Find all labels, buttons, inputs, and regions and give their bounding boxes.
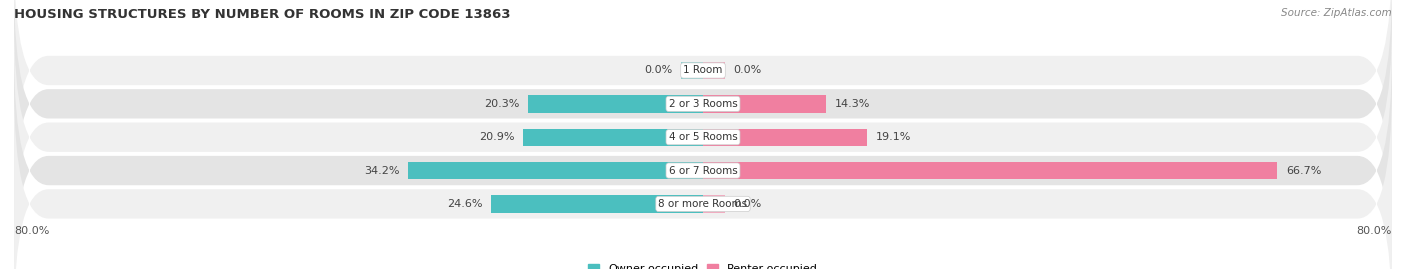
- Bar: [491, 195, 703, 213]
- FancyBboxPatch shape: [14, 0, 1392, 222]
- Text: 20.3%: 20.3%: [484, 99, 520, 109]
- Bar: [703, 162, 1278, 179]
- Text: 80.0%: 80.0%: [14, 226, 49, 236]
- Text: Source: ZipAtlas.com: Source: ZipAtlas.com: [1281, 8, 1392, 18]
- Legend: Owner-occupied, Renter-occupied: Owner-occupied, Renter-occupied: [583, 259, 823, 269]
- FancyBboxPatch shape: [14, 19, 1392, 256]
- Text: HOUSING STRUCTURES BY NUMBER OF ROOMS IN ZIP CODE 13863: HOUSING STRUCTURES BY NUMBER OF ROOMS IN…: [14, 8, 510, 21]
- Bar: [523, 129, 703, 146]
- Bar: [703, 129, 868, 146]
- Bar: [529, 95, 703, 112]
- Text: 80.0%: 80.0%: [1357, 226, 1392, 236]
- Text: 4 or 5 Rooms: 4 or 5 Rooms: [669, 132, 737, 142]
- Bar: [682, 62, 703, 79]
- FancyBboxPatch shape: [14, 85, 1392, 269]
- Text: 1 Room: 1 Room: [683, 65, 723, 76]
- Text: 14.3%: 14.3%: [835, 99, 870, 109]
- Text: 20.9%: 20.9%: [479, 132, 515, 142]
- FancyBboxPatch shape: [14, 52, 1392, 269]
- Text: 0.0%: 0.0%: [733, 65, 762, 76]
- Text: 19.1%: 19.1%: [876, 132, 911, 142]
- Text: 66.7%: 66.7%: [1286, 165, 1322, 176]
- Text: 6 or 7 Rooms: 6 or 7 Rooms: [669, 165, 737, 176]
- Bar: [409, 162, 703, 179]
- Text: 8 or more Rooms: 8 or more Rooms: [658, 199, 748, 209]
- Bar: [703, 195, 724, 213]
- Bar: [703, 95, 827, 112]
- Text: 24.6%: 24.6%: [447, 199, 482, 209]
- Bar: [703, 62, 724, 79]
- Text: 0.0%: 0.0%: [733, 199, 762, 209]
- Text: 2 or 3 Rooms: 2 or 3 Rooms: [669, 99, 737, 109]
- Text: 0.0%: 0.0%: [644, 65, 673, 76]
- Text: 34.2%: 34.2%: [364, 165, 399, 176]
- FancyBboxPatch shape: [14, 0, 1392, 189]
